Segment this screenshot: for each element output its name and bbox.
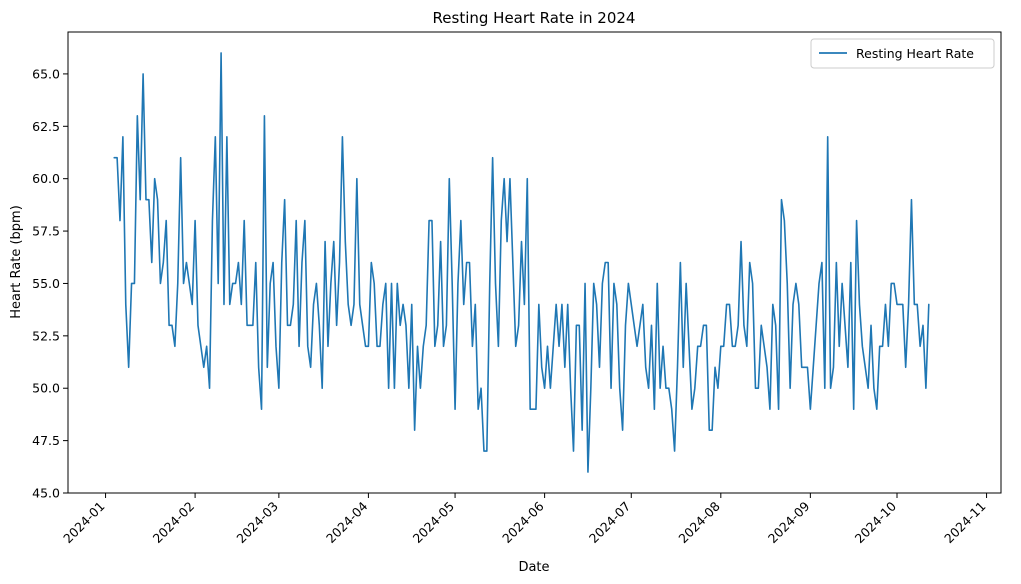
y-tick-label: 52.5: [32, 328, 60, 343]
series-line-resting-heart-rate: [113, 52, 930, 473]
y-tick-label: 57.5: [32, 224, 60, 239]
legend-label-resting-heart-rate: Resting Heart Rate: [856, 46, 974, 61]
series-layer: [113, 52, 930, 473]
y-tick-label: 45.0: [32, 486, 60, 501]
x-axis-title: Date: [518, 560, 549, 575]
y-tick-label: 65.0: [32, 66, 60, 81]
plot-frame: [67, 31, 1002, 494]
y-tick-label: 55.0: [32, 276, 60, 291]
y-tick-label: 50.0: [32, 381, 60, 396]
y-tick-label: 62.5: [32, 119, 60, 134]
y-tick-label: 60.0: [32, 171, 60, 186]
y-tick-label: 47.5: [32, 433, 60, 448]
y-axis: 45.0 47.5 50.0 52.5 55.0 57.5 60.0 62.5 65.0: [32, 66, 68, 501]
y-axis-title: Heart Rate (bpm): [9, 205, 24, 319]
chart-title: Resting Heart Rate in 2024: [433, 9, 636, 27]
legend: Resting Heart Rate: [810, 38, 995, 69]
legend-box: [810, 38, 995, 69]
